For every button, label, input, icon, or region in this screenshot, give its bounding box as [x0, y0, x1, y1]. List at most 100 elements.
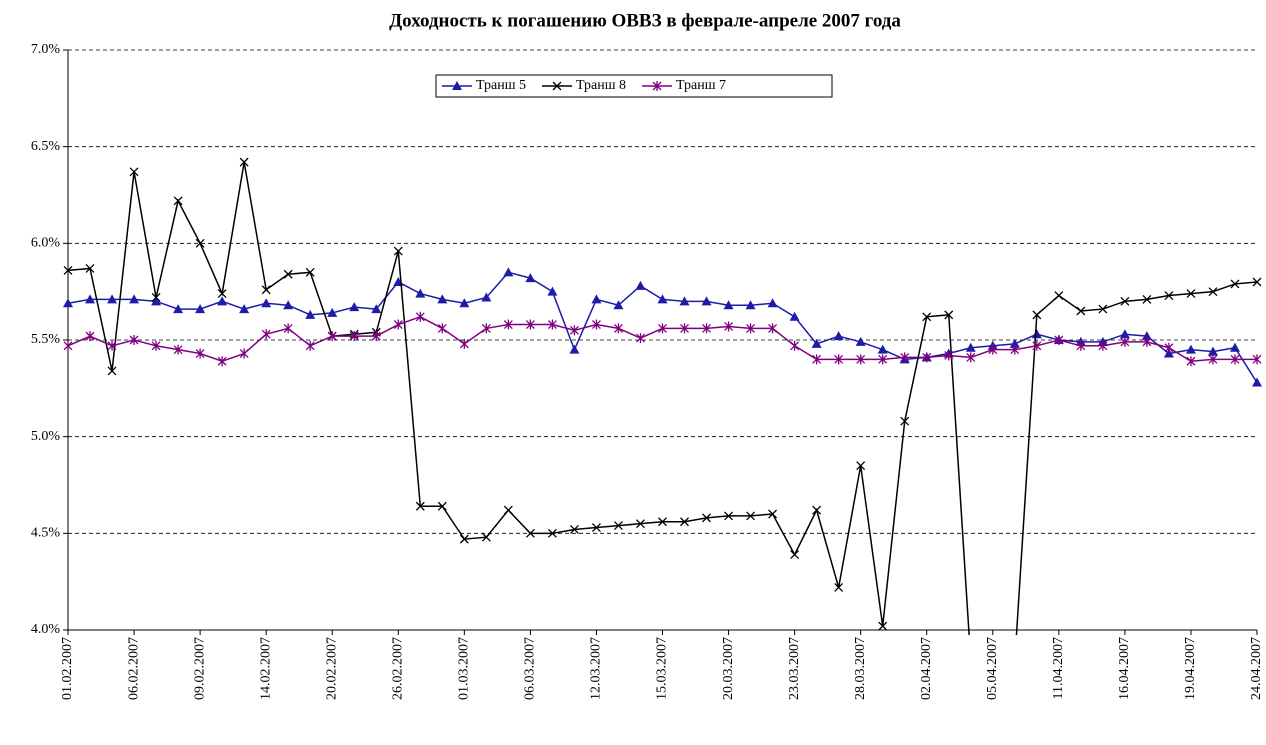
marker [745, 300, 756, 310]
marker [811, 338, 822, 348]
marker [195, 348, 205, 359]
marker [1141, 331, 1152, 341]
plot-area [63, 157, 1262, 635]
marker [988, 344, 998, 355]
marker [1229, 342, 1240, 352]
marker [702, 513, 711, 523]
marker [789, 311, 800, 321]
marker [1120, 296, 1130, 306]
marker [834, 354, 844, 365]
marker [261, 329, 271, 340]
marker [63, 265, 73, 275]
marker [305, 309, 316, 319]
marker [371, 331, 381, 342]
x-tick-label: 11.04.2007 [1051, 637, 1066, 699]
x-tick-label: 09.02.2007 [192, 637, 207, 700]
marker [503, 505, 513, 515]
marker [702, 323, 711, 334]
marker [217, 296, 228, 306]
marker [151, 293, 161, 302]
marker [415, 311, 425, 322]
marker [1142, 336, 1152, 347]
marker [613, 300, 624, 310]
marker [1230, 354, 1240, 365]
marker [966, 352, 976, 363]
marker [1031, 329, 1042, 339]
marker [107, 294, 118, 304]
x-tick-label: 19.04.2007 [1183, 637, 1198, 700]
x-tick-label: 23.03.2007 [787, 637, 802, 700]
marker [1252, 377, 1262, 387]
legend-label: Транш 7 [676, 78, 726, 93]
x-tick-label: 01.03.2007 [457, 637, 472, 700]
marker [129, 167, 139, 177]
marker [1054, 291, 1064, 300]
marker [1098, 304, 1108, 314]
marker [1186, 289, 1196, 299]
marker [1208, 287, 1218, 297]
marker [614, 521, 623, 531]
marker [746, 511, 756, 521]
marker [1208, 354, 1218, 365]
marker [657, 294, 668, 304]
x-tick-label: 20.03.2007 [721, 637, 736, 700]
marker [547, 286, 558, 296]
x-tick-label: 12.03.2007 [589, 637, 604, 700]
marker [591, 319, 601, 330]
marker [591, 294, 602, 304]
x-tick-label: 14.02.2007 [258, 637, 273, 700]
marker [834, 583, 844, 592]
x-tick-label: 24.04.2007 [1249, 637, 1264, 700]
marker [900, 416, 910, 426]
marker [327, 331, 337, 342]
marker [1207, 346, 1218, 356]
legend-label: Транш 5 [476, 78, 526, 93]
marker [679, 296, 690, 306]
marker [525, 273, 536, 283]
chart-title: Доходность к погашению ОВВЗ в феврале-ап… [389, 10, 901, 31]
marker [1252, 354, 1262, 365]
marker [459, 298, 470, 308]
marker [371, 304, 382, 314]
marker [393, 319, 403, 330]
marker [635, 280, 646, 290]
marker [569, 525, 579, 534]
marker [85, 294, 96, 304]
marker [393, 246, 403, 256]
marker [878, 354, 888, 365]
marker [1119, 329, 1130, 339]
marker [965, 342, 976, 352]
marker [1142, 294, 1152, 304]
legend [435, 74, 833, 98]
marker [525, 528, 535, 538]
marker [459, 534, 469, 544]
marker [922, 352, 932, 363]
marker [1164, 342, 1174, 353]
x-tick-label: 02.04.2007 [919, 637, 934, 700]
marker [481, 532, 491, 542]
marker [129, 294, 140, 304]
marker [481, 292, 492, 302]
marker [415, 288, 426, 298]
marker [85, 331, 95, 342]
marker [217, 356, 227, 367]
marker [437, 501, 447, 511]
marker [569, 325, 579, 336]
y-tick-label: 6.0% [31, 236, 61, 251]
marker [1054, 335, 1064, 345]
marker [658, 517, 667, 527]
marker [129, 335, 139, 345]
marker [459, 338, 469, 349]
x-tick-label: 06.03.2007 [523, 637, 538, 700]
marker [239, 304, 250, 314]
marker [1185, 344, 1196, 354]
marker [724, 511, 734, 521]
marker [173, 196, 183, 206]
series-line [67, 162, 1258, 635]
marker [107, 366, 117, 376]
marker [503, 267, 514, 277]
marker [239, 157, 249, 167]
marker [723, 300, 734, 310]
x-tick-label: 20.02.2007 [324, 637, 339, 700]
marker [855, 336, 866, 346]
